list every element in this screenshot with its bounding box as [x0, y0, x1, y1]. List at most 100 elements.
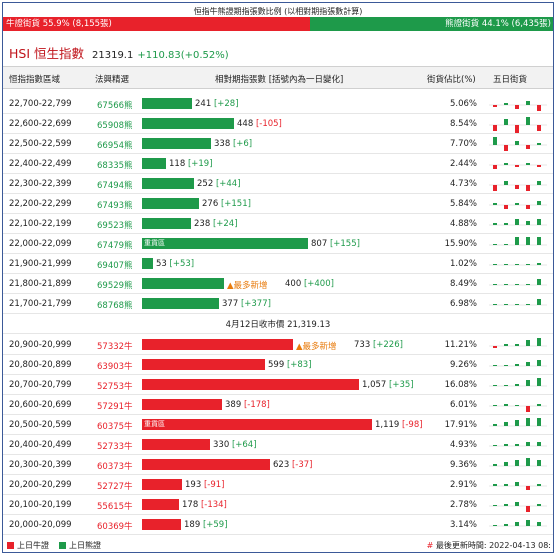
contracts-number: 623: [273, 460, 290, 470]
sparkline-bar: [504, 145, 508, 151]
sparkline-bar: [493, 424, 497, 426]
five-day-sparkline: [489, 338, 547, 348]
table-row: 21,900-21,999 69407熊 53 [+53] 1.02%: [3, 254, 553, 274]
daily-change: [-134]: [200, 500, 227, 510]
warrant-code-link[interactable]: 57291牛: [97, 402, 133, 412]
warrant-code-link[interactable]: 52733牛: [97, 442, 133, 452]
sparkline-bar: [515, 405, 519, 406]
index-title[interactable]: HSI 恒生指數: [9, 46, 84, 61]
index-range: 22,500-22,599: [9, 139, 72, 149]
table-row: 22,400-22,499 68335熊 118 [+19] 2.44%: [3, 154, 553, 174]
sparkline-bar: [526, 185, 530, 191]
market-share: 4.73%: [449, 179, 477, 189]
market-share: 9.36%: [449, 460, 477, 470]
daily-change: [+151]: [220, 199, 251, 209]
daily-change: [+83]: [286, 360, 312, 370]
sparkline-bar: [526, 101, 530, 105]
contracts-number: 178: [182, 500, 199, 510]
warrant-code-link[interactable]: 69529熊: [97, 281, 133, 291]
sparkline-bar: [526, 205, 530, 209]
index-range: 20,000-20,099: [9, 520, 72, 530]
sparkline-bar: [493, 304, 497, 305]
contracts-number: 118: [169, 159, 186, 169]
heavy-zone-label: 重貨區: [144, 420, 165, 428]
bear-ratio-segment: 熊證街貨 44.1% (6,435張): [310, 17, 553, 31]
sparkline-bar: [526, 237, 530, 245]
market-share: 4.93%: [449, 440, 477, 450]
warrant-code-link[interactable]: 52727牛: [97, 482, 133, 492]
market-share: 8.54%: [449, 119, 477, 129]
contracts-value: 377 [+377]: [222, 299, 271, 309]
table-row: 20,400-20,499 52733牛 330 [+64] 4.93%: [3, 435, 553, 455]
table-row: 20,100-20,199 55615牛 178 [-134] 2.78%: [3, 495, 553, 515]
market-share: 2.78%: [449, 500, 477, 510]
contracts-number: 252: [197, 179, 214, 189]
warrant-code-link[interactable]: 55615牛: [97, 502, 133, 512]
warrant-code-link[interactable]: 60375牛: [97, 422, 133, 432]
market-share: 2.44%: [449, 159, 477, 169]
sparkline-bar: [515, 444, 519, 446]
warrant-code-link[interactable]: 67493熊: [97, 201, 133, 211]
contracts-bar: [142, 439, 210, 450]
five-day-sparkline: [489, 418, 547, 427]
market-share: 11.21%: [444, 340, 477, 350]
warrant-code-link[interactable]: 52753牛: [97, 382, 133, 392]
table-row: 20,600-20,699 57291牛 389 [-178] 6.01%: [3, 395, 553, 415]
warrant-code-link[interactable]: 63903牛: [97, 362, 133, 372]
contracts-number: 389: [225, 400, 242, 410]
sparkline-bar: [504, 284, 508, 285]
sparkline-bar: [515, 284, 519, 285]
contracts-bar: [142, 138, 211, 149]
warrant-code-link[interactable]: 68335熊: [97, 161, 133, 171]
contracts-bar: [142, 519, 181, 530]
warrant-code-link[interactable]: 60373牛: [97, 462, 133, 472]
warrant-code-link[interactable]: 57332牛: [97, 342, 133, 352]
table-row: 22,100-22,199 69523熊 238 [+24] 4.88%: [3, 214, 553, 234]
warrant-code-link[interactable]: 67479熊: [97, 241, 133, 251]
sparkline-bar: [537, 219, 541, 225]
warrant-code-link[interactable]: 68768熊: [97, 301, 133, 311]
legend-bull-swatch: [7, 542, 14, 549]
contracts-bar: [142, 459, 270, 470]
sparkline-bar: [537, 181, 541, 185]
contracts-bar: [142, 359, 265, 370]
index-range: 20,400-20,499: [9, 440, 72, 450]
warrant-code-link[interactable]: 66954熊: [97, 141, 133, 151]
warrant-code-link[interactable]: 69523熊: [97, 221, 133, 231]
legend-bear-label: 上日熊證: [69, 541, 101, 550]
daily-change: [+226]: [372, 340, 403, 350]
contracts-bar: [142, 298, 219, 309]
contracts-number: 193: [185, 480, 202, 490]
warrant-code-link[interactable]: 69407熊: [97, 261, 133, 271]
daily-change: [+377]: [240, 299, 271, 309]
warrant-code-link[interactable]: 67566熊: [97, 101, 133, 111]
warrant-code-link[interactable]: 67494熊: [97, 181, 133, 191]
contracts-number: 599: [268, 360, 285, 370]
most-added-flag: ▲最多新增: [296, 342, 337, 352]
sparkline-bar: [537, 201, 541, 205]
sparkline-bar: [526, 458, 530, 466]
sparkline-bar: [537, 404, 541, 406]
sparkline-bar: [493, 346, 497, 348]
five-day-sparkline: [489, 482, 547, 490]
contracts-number: 400: [285, 279, 302, 289]
warrant-code-link[interactable]: 60369牛: [97, 522, 133, 532]
hash-icon: #: [426, 541, 434, 550]
index-range: 21,800-21,899: [9, 279, 72, 289]
market-share: 6.98%: [449, 299, 477, 309]
sparkline-bar: [493, 165, 497, 169]
daily-change: [+19]: [187, 159, 213, 169]
five-day-sparkline: [489, 502, 547, 512]
contracts-number: 1,119: [375, 420, 400, 430]
sparkline-bar: [515, 344, 519, 346]
sparkline-bar: [515, 264, 519, 265]
five-day-sparkline: [489, 279, 547, 286]
contracts-value: 330 [+64]: [213, 440, 257, 450]
sparkline-bar: [515, 165, 519, 167]
legend-bull-label: 上日牛證: [17, 541, 49, 550]
sparkline-bar: [493, 105, 497, 107]
sparkline-bar: [537, 360, 541, 366]
contracts-value: 53 [+53]: [156, 259, 194, 269]
sparkline-bar: [504, 444, 508, 446]
warrant-code-link[interactable]: 65908熊: [97, 121, 133, 131]
